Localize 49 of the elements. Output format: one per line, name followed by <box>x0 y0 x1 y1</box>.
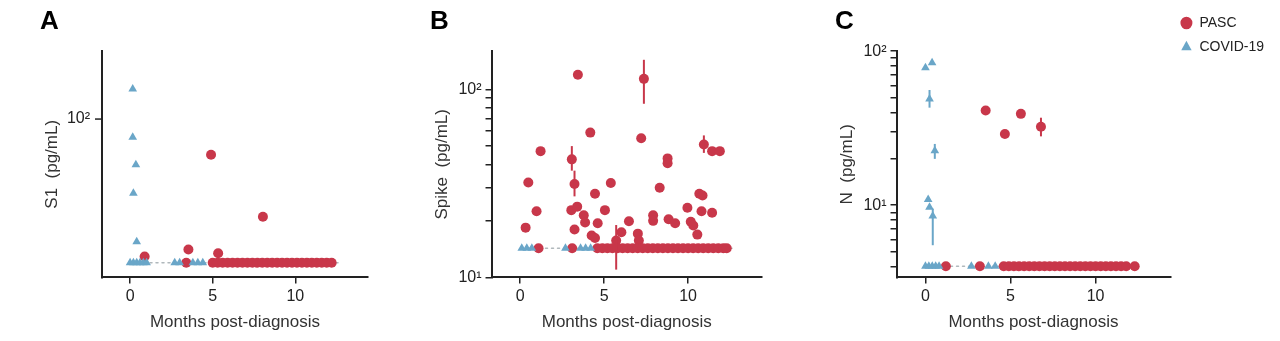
point <box>990 261 1000 269</box>
point <box>132 236 142 245</box>
y-tick-label: 10¹ <box>863 195 887 213</box>
x-tick-label: 5 <box>1006 287 1016 305</box>
x-tick-label: 10 <box>1086 287 1105 305</box>
point <box>198 257 208 266</box>
y-tick-label: 10¹ <box>458 267 482 285</box>
x-tick-label: 10 <box>286 287 305 305</box>
point <box>128 132 138 140</box>
legend-label: COVID-19 <box>1199 37 1265 54</box>
point <box>129 188 138 196</box>
point <box>1015 108 1026 119</box>
point <box>921 62 930 71</box>
x-tick-label: 0 <box>125 287 135 305</box>
point <box>927 57 937 66</box>
point <box>967 261 976 269</box>
x-tick-label: 0 <box>920 287 930 305</box>
x-tick-label: 10 <box>679 287 698 305</box>
point <box>183 244 194 255</box>
point <box>940 261 951 272</box>
y-axis-title: Spike (pg/mL) <box>431 109 451 220</box>
chart-title: C <box>835 4 854 35</box>
point <box>923 194 933 202</box>
point <box>1129 261 1140 272</box>
point <box>128 83 138 92</box>
point <box>131 159 141 168</box>
point <box>175 257 184 266</box>
x-tick-label: 5 <box>599 287 609 305</box>
point <box>980 105 991 116</box>
point <box>999 129 1010 140</box>
chart-title: A <box>40 4 59 35</box>
point <box>974 261 985 272</box>
point <box>257 211 268 222</box>
x-axis-title: Months post-diagnosis <box>541 312 712 332</box>
x-tick-label: 5 <box>208 287 218 305</box>
point <box>213 248 224 259</box>
point <box>984 261 993 269</box>
y-axis-title: N (pg/mL) <box>836 124 856 205</box>
x-axis-title: Months post-diagnosis <box>948 312 1119 332</box>
x-axis-title: Months post-diagnosis <box>149 312 321 332</box>
point <box>925 202 934 210</box>
x-tick-label: 0 <box>515 287 525 305</box>
point <box>206 149 217 160</box>
y-axis-title: S1 (pg/mL) <box>41 119 61 209</box>
chart-title: B <box>430 4 449 35</box>
point <box>142 257 151 266</box>
text: 10² <box>66 109 91 127</box>
point <box>934 261 944 269</box>
legend-label: PASC <box>1199 13 1237 30</box>
